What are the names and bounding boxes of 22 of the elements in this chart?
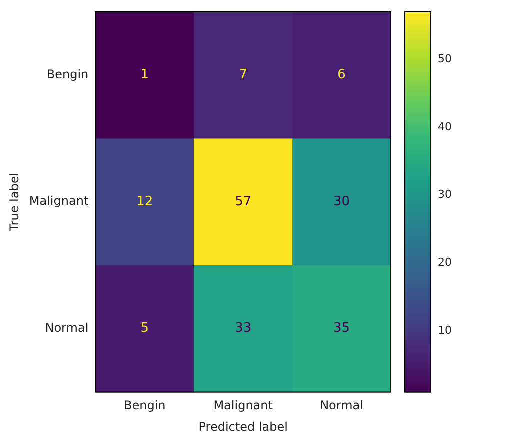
y-tick-label: Bengin: [46, 67, 89, 82]
y-tick-label: Normal: [45, 320, 89, 335]
data-label: 5: [140, 321, 150, 336]
data-label: 30: [334, 194, 350, 210]
data-label: 33: [235, 321, 252, 336]
data-label: 12: [136, 194, 154, 210]
x-tick-label: Malignant: [214, 398, 274, 413]
data-label: 7: [239, 68, 248, 83]
color-bar-label: 10: [438, 324, 452, 337]
x-tick-label: Bengin: [124, 398, 166, 413]
data-label: 6: [338, 68, 346, 83]
color-bar-label: 30: [438, 188, 452, 202]
x-tick-label: Normal: [320, 398, 364, 413]
data-label: 57: [235, 194, 252, 210]
color-bar-label: 20: [438, 256, 452, 270]
color-bar-label: 50: [438, 52, 452, 66]
y-tick-label: Malignant: [29, 194, 89, 208]
y-axis-title: True label: [7, 172, 22, 232]
data-label: 35: [334, 321, 350, 336]
data-label: 1: [140, 68, 150, 83]
color-bar-label: 40: [438, 120, 452, 134]
x-axis-title: Predicted label: [198, 420, 288, 434]
